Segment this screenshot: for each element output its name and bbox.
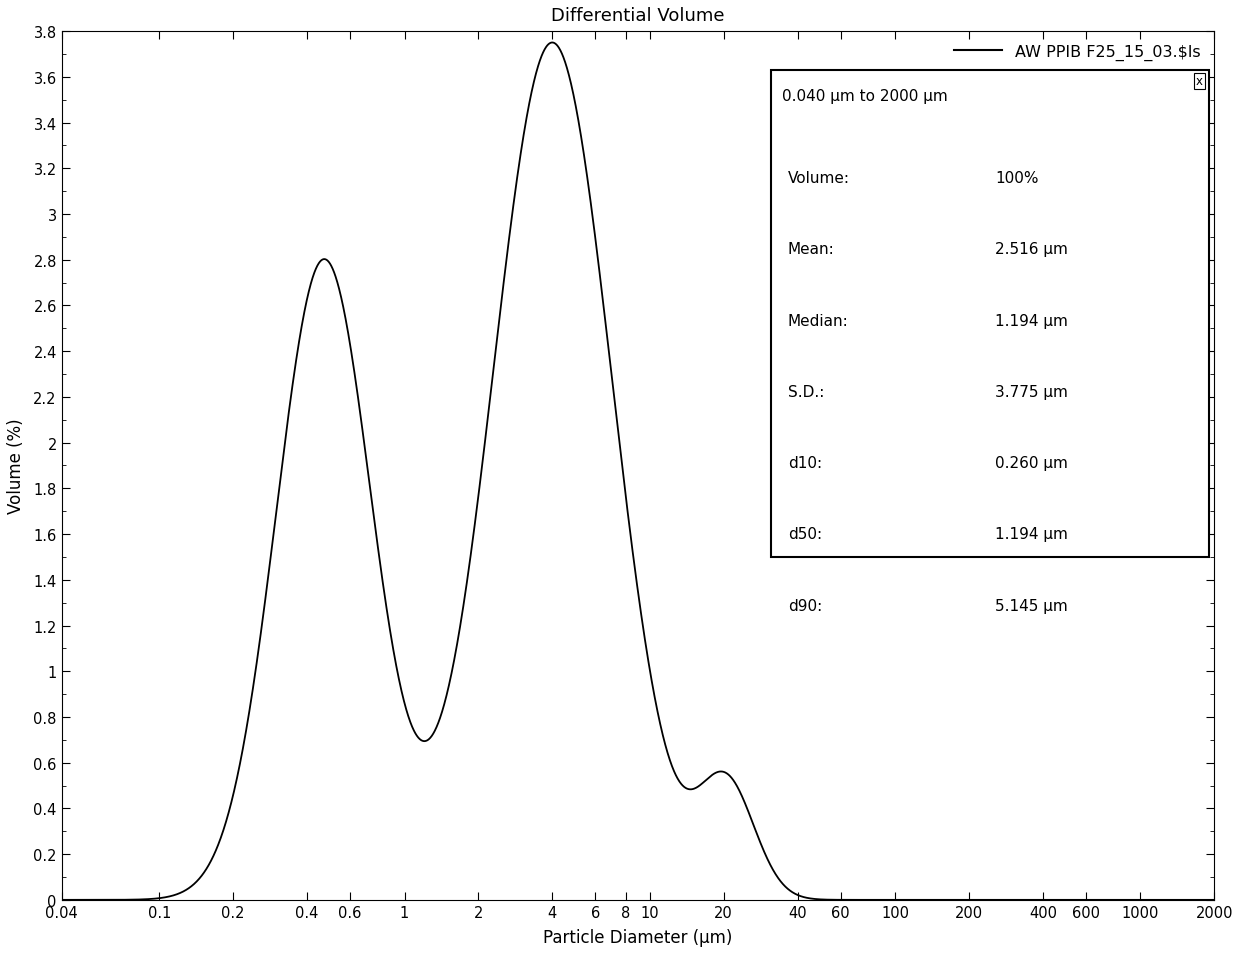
Text: 2.516 μm: 2.516 μm [996, 242, 1068, 257]
Text: Median:: Median: [787, 314, 848, 328]
Text: 0.260 μm: 0.260 μm [996, 456, 1068, 471]
Text: Volume:: Volume: [787, 171, 849, 186]
Text: 1.194 μm: 1.194 μm [996, 314, 1068, 328]
Text: Mean:: Mean: [787, 242, 835, 257]
Text: x: x [1195, 75, 1203, 89]
Text: 3.775 μm: 3.775 μm [996, 384, 1068, 399]
Y-axis label: Volume (%): Volume (%) [7, 418, 25, 514]
Text: 100%: 100% [996, 171, 1039, 186]
Text: 0.040 μm to 2000 μm: 0.040 μm to 2000 μm [782, 89, 947, 104]
FancyBboxPatch shape [770, 71, 1209, 558]
Text: d10:: d10: [787, 456, 822, 471]
Legend: AW PPIB F25_15_03.$ls: AW PPIB F25_15_03.$ls [955, 45, 1200, 61]
Text: d50:: d50: [787, 527, 822, 541]
X-axis label: Particle Diameter (μm): Particle Diameter (μm) [543, 928, 733, 946]
Text: 1.194 μm: 1.194 μm [996, 527, 1068, 541]
Text: 5.145 μm: 5.145 μm [996, 598, 1068, 613]
Text: S.D.:: S.D.: [787, 384, 825, 399]
Text: d90:: d90: [787, 598, 822, 613]
Title: Differential Volume: Differential Volume [552, 7, 724, 25]
